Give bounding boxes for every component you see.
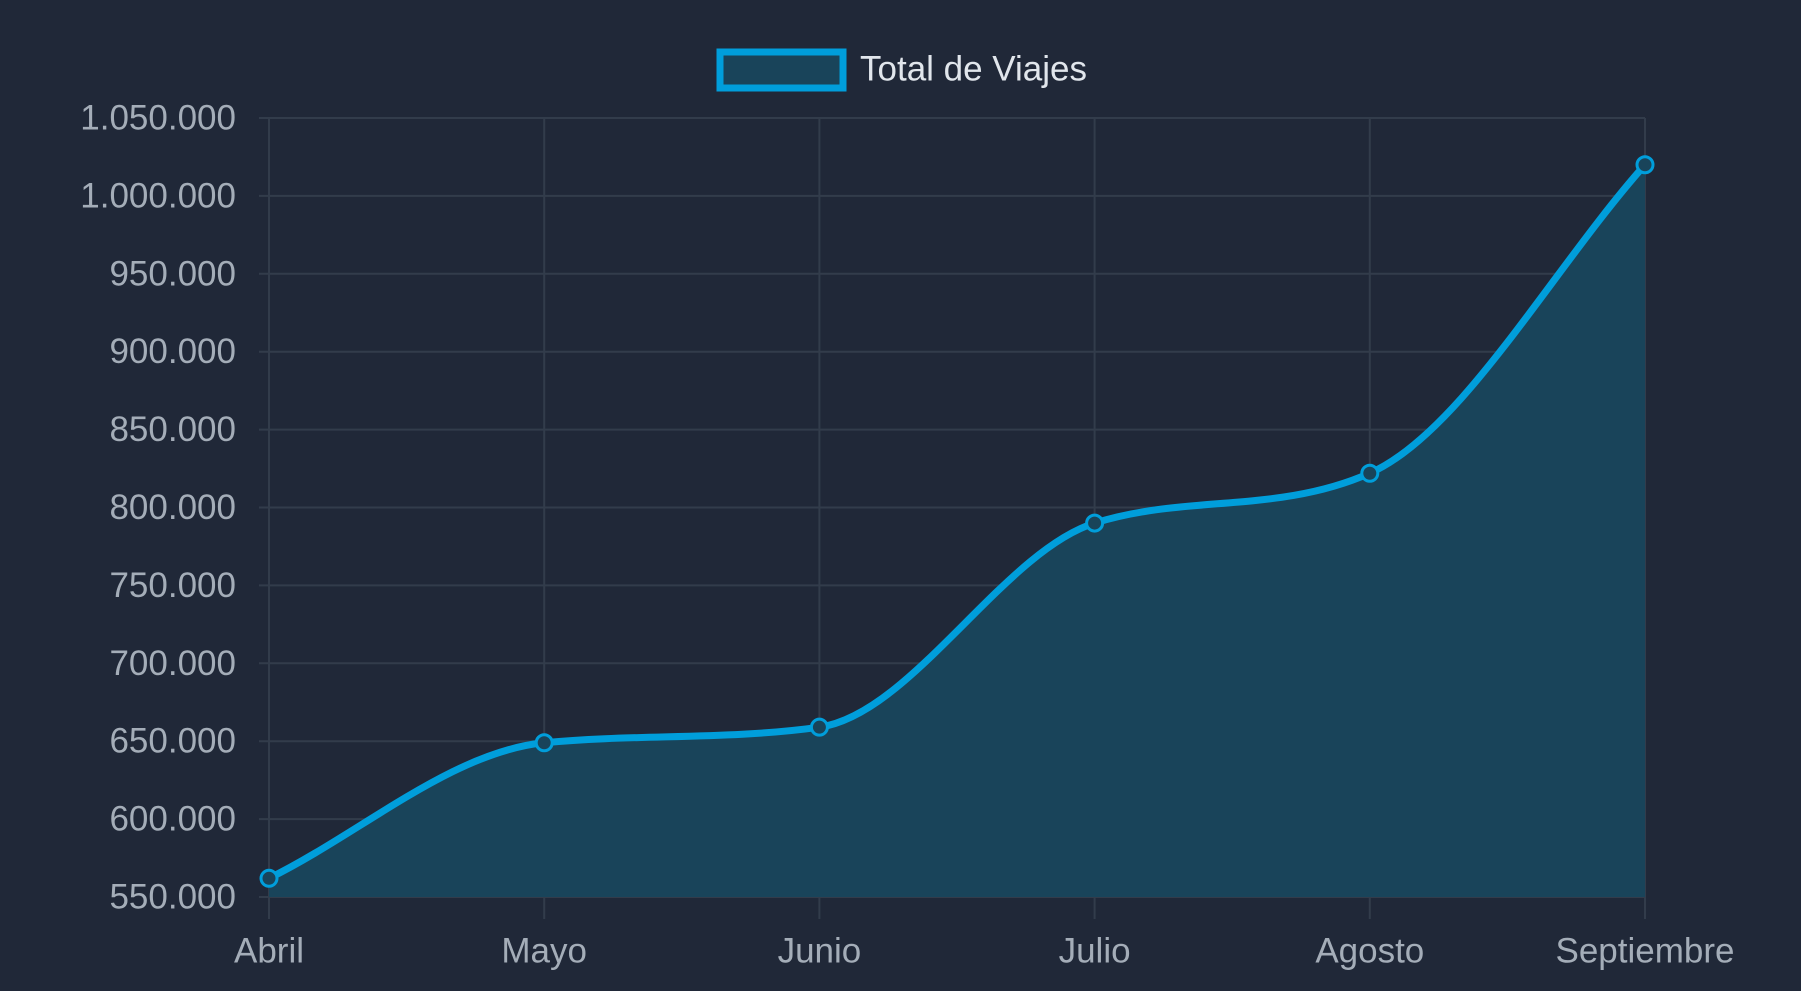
data-point-agosto[interactable] xyxy=(1360,463,1380,483)
data-point-julio[interactable] xyxy=(1085,513,1105,533)
data-point-junio[interactable] xyxy=(809,717,829,737)
legend-label[interactable]: Total de Viajes xyxy=(860,50,1087,89)
y-tick-label: 550.000 xyxy=(109,878,236,917)
y-tick-label: 600.000 xyxy=(109,800,236,839)
legend-swatch[interactable] xyxy=(716,48,847,92)
y-tick-label: 650.000 xyxy=(109,722,236,761)
x-tick-label-septiembre: Septiembre xyxy=(1556,932,1735,971)
x-tick-label-agosto: Agosto xyxy=(1315,932,1424,971)
x-tick-label-mayo: Mayo xyxy=(501,932,587,971)
y-tick-label: 950.000 xyxy=(109,254,236,293)
x-axis-ticks: Abril Mayo Junio Julio Agosto Septiembre xyxy=(234,932,1735,971)
data-points xyxy=(259,155,1655,888)
y-tick-label: 850.000 xyxy=(109,410,236,449)
x-tick-label-junio: Junio xyxy=(778,932,862,971)
x-tick-label-abril: Abril xyxy=(234,932,304,971)
series-line xyxy=(265,161,1649,882)
series-line-group xyxy=(265,161,1649,882)
y-axis-ticks: 550.000 600.000 650.000 700.000 750.000 800.0… xyxy=(80,99,236,917)
y-tick-label: 1.050.000 xyxy=(80,99,236,138)
area-fill xyxy=(269,164,1645,898)
y-tick-label: 1.000.000 xyxy=(80,176,236,215)
y-tick-label: 800.000 xyxy=(109,488,236,527)
data-point-mayo[interactable] xyxy=(534,733,554,753)
data-point-septiembre[interactable] xyxy=(1635,155,1655,175)
legend[interactable]: Total de Viajes xyxy=(716,48,1087,92)
data-point-abril[interactable] xyxy=(259,868,279,888)
y-tick-label: 900.000 xyxy=(109,332,236,371)
area-fill-group xyxy=(269,164,1645,898)
y-tick-label: 750.000 xyxy=(109,566,236,605)
y-tick-label: 700.000 xyxy=(109,644,236,683)
x-tick-label-julio: Julio xyxy=(1059,932,1131,971)
